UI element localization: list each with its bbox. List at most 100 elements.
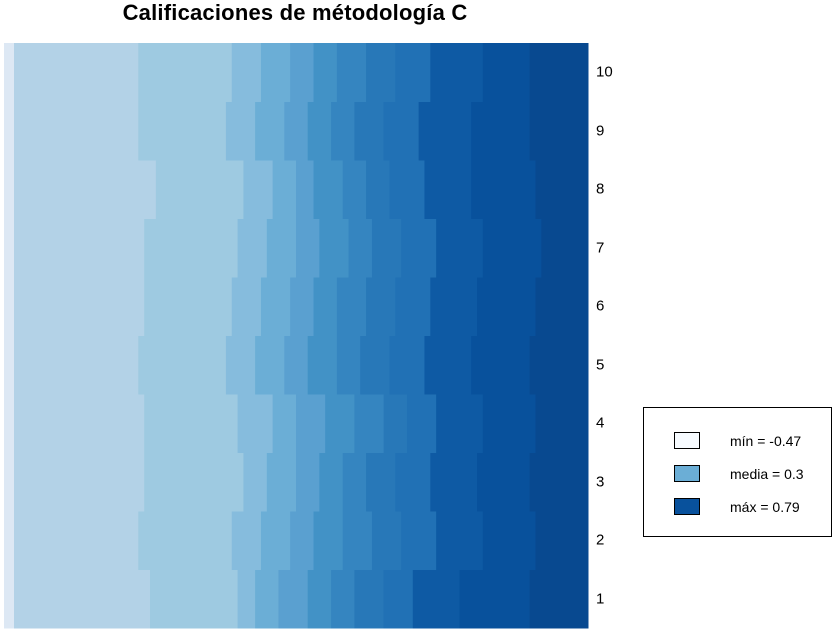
- heatmap-cell: [383, 394, 408, 453]
- heatmap-cell: [529, 101, 589, 161]
- heatmap-cell: [482, 394, 536, 453]
- heatmap-cell: [4, 511, 14, 570]
- heatmap-cell: [296, 452, 320, 512]
- heatmap-row-4: [4, 394, 589, 453]
- heatmap-cell: [290, 511, 315, 570]
- heatmap-cell: [14, 160, 157, 219]
- legend-swatch-max: [674, 498, 700, 515]
- heatmap-cell: [529, 43, 589, 102]
- heatmap-cell: [255, 101, 285, 161]
- y-tick-label-4: 4: [596, 414, 605, 432]
- legend-label-max: máx = 0.79: [730, 498, 800, 515]
- heatmap-cell: [313, 277, 338, 336]
- legend-label-min: mín = -0.47: [730, 432, 802, 449]
- heatmap-cell: [260, 511, 291, 570]
- heatmap-cell: [284, 101, 309, 161]
- heatmap-cell: [278, 569, 309, 629]
- heatmap-cell: [395, 43, 431, 102]
- heatmap-cell: [4, 277, 14, 336]
- y-tick-label-8: 8: [596, 180, 605, 198]
- heatmap-cell: [144, 394, 239, 453]
- heatmap-cell: [383, 101, 420, 161]
- heatmap-cell: [313, 43, 338, 102]
- heatmap-cell: [319, 218, 350, 278]
- heatmap-cell: [366, 43, 396, 102]
- heatmap-row-7: [4, 218, 589, 278]
- heatmap-cell: [430, 277, 478, 336]
- heatmap-row-3: [4, 452, 589, 512]
- y-tick-label-7: 7: [596, 239, 605, 257]
- heatmap-cell: [482, 43, 531, 102]
- heatmap-cell: [243, 452, 268, 512]
- heatmap-cell: [482, 218, 542, 278]
- legend-swatch-mean: [674, 465, 700, 482]
- heatmap-cell: [243, 160, 274, 219]
- heatmap-cell: [366, 160, 390, 219]
- heatmap-cell: [436, 394, 484, 453]
- y-tick-label-9: 9: [596, 122, 605, 140]
- heatmap-row-8: [4, 160, 589, 219]
- heatmap-cell: [535, 277, 589, 336]
- heatmap-cell: [296, 394, 326, 453]
- heatmap-cell: [336, 277, 367, 336]
- heatmap-cell: [4, 43, 14, 102]
- heatmap-cell: [231, 511, 262, 570]
- heatmap-cell: [255, 569, 279, 629]
- heatmap-cell: [354, 394, 385, 453]
- heatmap-cell: [237, 394, 274, 453]
- heatmap-cell: [144, 277, 233, 336]
- chart-title: Calificaciones de métodología C: [122, 0, 468, 25]
- heatmap-cell: [138, 511, 233, 570]
- heatmap-cell: [395, 277, 431, 336]
- heatmap-cell: [237, 569, 256, 629]
- y-tick-label-6: 6: [596, 297, 605, 315]
- heatmap-row-2: [4, 511, 589, 570]
- heatmap-cell: [383, 569, 414, 629]
- heatmap-cell: [14, 101, 139, 161]
- heatmap-cell: [331, 101, 355, 161]
- heatmap-cell: [366, 277, 396, 336]
- heatmap-cell: [342, 452, 367, 512]
- heatmap-cell: [14, 277, 145, 336]
- y-tick-label-5: 5: [596, 356, 605, 374]
- heatmap-row-1: [4, 569, 589, 629]
- heatmap-cell: [272, 160, 297, 219]
- heatmap-cell: [138, 101, 227, 161]
- heatmap-cell: [529, 569, 589, 629]
- heatmap-cell: [225, 101, 256, 161]
- heatmap-cell: [430, 452, 478, 512]
- heatmap-cell: [313, 160, 344, 219]
- heatmap-cell: [401, 218, 437, 278]
- heatmap-cell: [471, 335, 531, 395]
- heatmap-cell: [307, 101, 332, 161]
- heatmap-cell: [144, 452, 244, 512]
- heatmap-cell: [4, 218, 14, 278]
- heatmap-cell: [4, 160, 14, 219]
- legend-swatch-min: [674, 432, 700, 449]
- heatmap-cell: [354, 101, 385, 161]
- heatmap-cell: [4, 335, 14, 395]
- heatmap-cell: [477, 277, 536, 336]
- heatmap-cell: [436, 511, 484, 570]
- heatmap-cell: [424, 335, 472, 395]
- legend: mín = -0.47 media = 0.3 máx = 0.79: [643, 407, 832, 537]
- heatmap-cell: [535, 160, 589, 219]
- heatmap-cell: [471, 160, 536, 219]
- y-tick-label-3: 3: [596, 473, 605, 491]
- heatmap-row-10: [4, 43, 589, 102]
- y-tick-label-2: 2: [596, 531, 605, 549]
- heatmap-cell: [336, 43, 367, 102]
- heatmap-cell: [430, 43, 484, 102]
- heatmap-cell: [4, 101, 14, 161]
- heatmap-cell: [255, 335, 285, 395]
- heatmap-cell: [529, 452, 589, 512]
- y-tick-label-10: 10: [596, 63, 613, 81]
- heatmap-cell: [412, 569, 461, 629]
- legend-item-max: máx = 0.79: [674, 498, 800, 515]
- heatmap-cell: [260, 43, 291, 102]
- heatmap-cell: [237, 218, 268, 278]
- heatmap-cell: [319, 452, 344, 512]
- heatmap-cell: [14, 43, 139, 102]
- heatmap-cell: [225, 335, 256, 395]
- heatmap-cell: [284, 335, 309, 395]
